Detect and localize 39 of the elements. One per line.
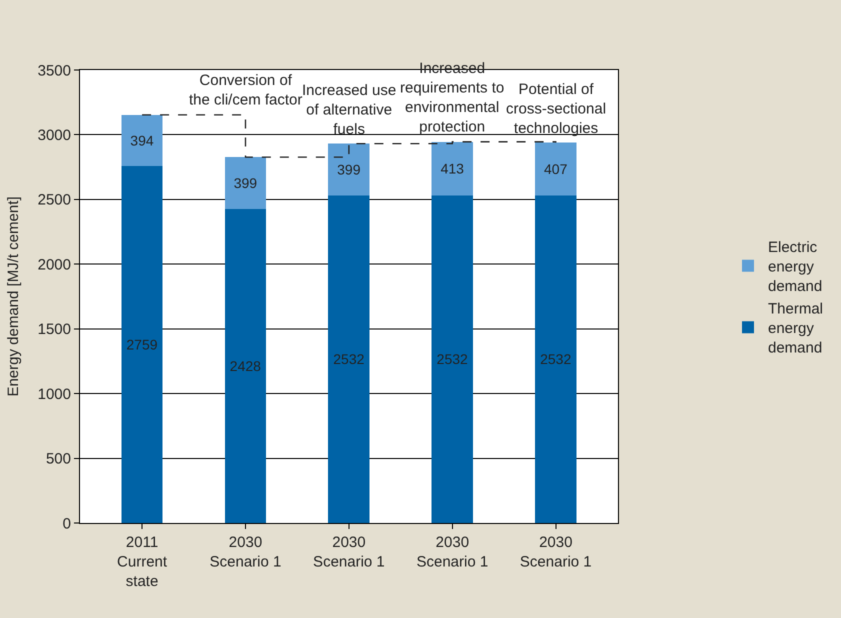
data-label: 2428 xyxy=(230,358,262,374)
legend-label: Thermal energy demand xyxy=(768,300,824,357)
y-tick-label: 2500 xyxy=(38,192,71,209)
data-label: 2532 xyxy=(540,351,572,368)
data-label: 2532 xyxy=(436,351,468,368)
y-tick-label: 3000 xyxy=(38,126,71,144)
y-tick-label: 1000 xyxy=(38,386,71,403)
y-tick-label: 0 xyxy=(62,515,71,532)
data-label: 2759 xyxy=(126,336,158,352)
bar xyxy=(535,142,576,196)
y-tick-label: 2000 xyxy=(38,256,71,274)
annotation: Increased use of alternative fuels xyxy=(302,82,396,138)
bar xyxy=(328,195,370,523)
data-label: 399 xyxy=(234,174,258,191)
bar xyxy=(121,114,163,166)
bar xyxy=(224,208,266,523)
data-label: 394 xyxy=(130,132,154,148)
x-tick-label: 2030 Scenario 1 xyxy=(416,534,488,570)
x-tick-label: 2030 Scenario 1 xyxy=(210,534,282,570)
bar xyxy=(224,157,266,209)
data-label: 413 xyxy=(440,160,464,177)
annotation: Potential of cross-sectional technologies xyxy=(506,81,606,137)
bar xyxy=(535,195,576,523)
annotation: Conversion of the cli/cem factor xyxy=(189,72,302,108)
legend-label: Electric energy demand xyxy=(768,239,822,296)
y-tick-label: 500 xyxy=(46,450,71,468)
data-label: 399 xyxy=(337,161,361,178)
data-label: 2532 xyxy=(333,351,365,368)
bar xyxy=(432,195,474,523)
bar xyxy=(121,166,163,523)
bar xyxy=(328,144,370,196)
x-tick-label: 2030 Scenario 1 xyxy=(313,534,385,570)
bar xyxy=(432,142,474,196)
data-label: 407 xyxy=(544,160,568,177)
y-axis-title: Energy demand [MJ/t cement] xyxy=(4,196,22,397)
y-tick-label: 1500 xyxy=(38,321,71,338)
x-tick-label: 2011 Current state xyxy=(117,534,168,590)
y-tick-label: 3500 xyxy=(38,62,71,80)
x-tick-label: 2030 Scenario 1 xyxy=(520,534,592,570)
